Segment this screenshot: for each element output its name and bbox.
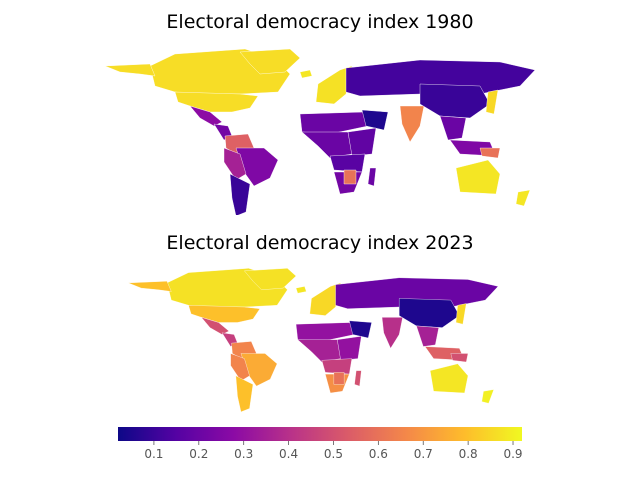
colorbar-tick-label: 0.9 [503, 447, 522, 461]
colorbar-tick-label: 0.4 [279, 447, 298, 461]
region-east-africa-1980 [347, 127, 377, 157]
colorbar-tick-label: 0.6 [369, 447, 388, 461]
region-north-africa-2023 [295, 322, 355, 342]
region-china-1980 [419, 83, 491, 119]
region-southeast-asia-2023 [416, 325, 439, 347]
region-western-europe-2023 [309, 282, 341, 316]
region-alaska-2023 [128, 281, 172, 292]
region-north-africa-1980 [299, 111, 369, 135]
region-usa-1980 [174, 91, 259, 113]
region-india-2023 [381, 317, 403, 349]
world-map-1980 [104, 48, 536, 215]
region-west-central-africa-2023 [297, 339, 341, 363]
region-iceland-1980 [299, 69, 313, 79]
region-eastern-europe-ussr-1980 [345, 59, 536, 97]
region-australia-1980 [455, 159, 501, 195]
region-madagascar-2023 [354, 370, 362, 387]
region-india-1980 [399, 105, 425, 143]
chart-title-2023: Electoral democracy index 2023 [166, 232, 474, 254]
colorbar-tick-label: 0.8 [459, 447, 478, 461]
region-east-africa-2023 [337, 336, 362, 361]
region-australia-2023 [429, 363, 469, 394]
region-japan-1980 [485, 89, 499, 115]
region-papua-new-guinea-2023 [450, 353, 469, 363]
region-new-zealand-2023 [481, 389, 495, 404]
region-greenland-1980 [239, 48, 301, 75]
colorbar-tick-label: 0.2 [189, 447, 208, 461]
region-papua-new-guinea-1980 [479, 147, 501, 159]
colorbar-tick-label: 0.7 [414, 447, 433, 461]
colorbar: 0.1 0.2 0.3 0.4 0.5 0.6 0.7 0.8 0.9 [118, 427, 523, 461]
region-west-central-africa-1980 [301, 131, 353, 159]
region-southeast-asia-1980 [439, 115, 467, 141]
region-argentina-chile-2023 [235, 375, 254, 412]
region-botswana-1980 [343, 169, 357, 185]
region-eastern-europe-ussr-2023 [335, 277, 499, 309]
region-botswana-2023 [333, 372, 345, 385]
region-china-2023 [399, 298, 460, 328]
region-peru-bolivia-1980 [223, 147, 247, 181]
region-arabia-1980 [361, 109, 389, 131]
colorbar-tick-label: 0.3 [234, 447, 253, 461]
region-greenland-2023 [244, 268, 297, 290]
region-iceland-2023 [295, 286, 307, 294]
region-new-zealand-1980 [515, 189, 531, 207]
world-map-2023 [128, 268, 499, 412]
colorbar-tick-label: 0.1 [144, 447, 163, 461]
colorbar-gradient [118, 427, 522, 441]
region-arabia-2023 [349, 320, 372, 339]
chart-title-1980: Electoral democracy index 1980 [166, 11, 474, 33]
region-southern-africa-1980 [329, 153, 366, 173]
region-southern-africa-2023 [321, 358, 353, 375]
region-mexico-1980 [189, 105, 223, 127]
region-japan-2023 [455, 303, 467, 325]
region-usa-2023 [188, 305, 261, 323]
region-argentina-chile-1980 [229, 173, 251, 215]
region-mexico-2023 [200, 316, 230, 335]
region-madagascar-1980 [367, 167, 377, 187]
colorbar-tick-label: 0.5 [324, 447, 343, 461]
region-western-europe-1980 [315, 65, 353, 105]
region-alaska-1980 [104, 63, 156, 77]
region-peru-bolivia-2023 [230, 353, 250, 382]
